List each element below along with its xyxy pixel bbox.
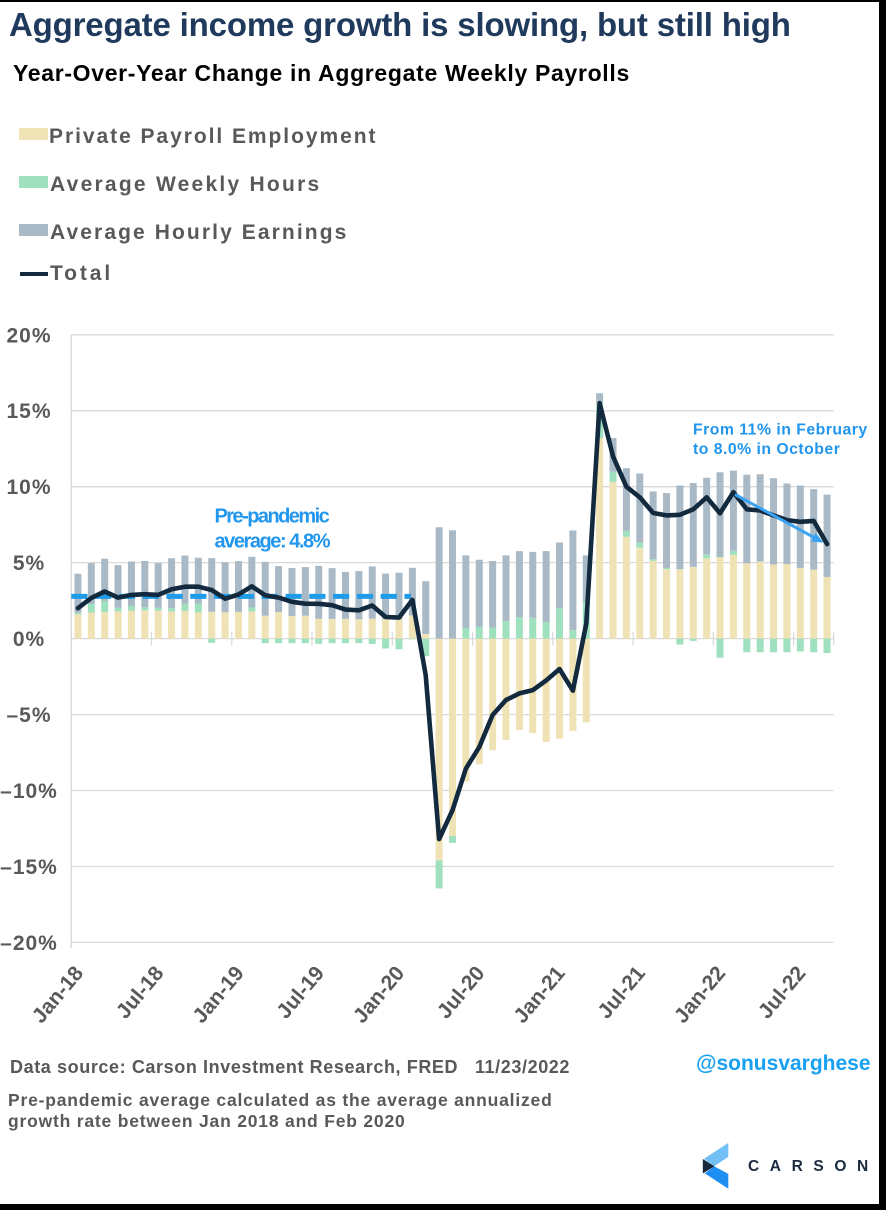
svg-text:CARSON: CARSON xyxy=(748,1158,879,1175)
svg-text:to 8.0% in October: to 8.0% in October xyxy=(693,441,840,458)
svg-text:Pre-pandemic: Pre-pandemic xyxy=(215,506,330,528)
svg-text:20%: 20% xyxy=(6,324,51,347)
svg-text:–15%: –15% xyxy=(0,856,58,879)
svg-text:From 11% in February: From 11% in February xyxy=(693,422,868,439)
svg-text:5%: 5% xyxy=(13,552,45,575)
svg-text:10%: 10% xyxy=(6,476,51,499)
svg-text:average: 4.8%: average: 4.8% xyxy=(215,531,331,553)
svg-text:15%: 15% xyxy=(6,400,51,423)
svg-text:–10%: –10% xyxy=(0,780,58,803)
svg-text:–5%: –5% xyxy=(6,704,51,727)
svg-text:–20%: –20% xyxy=(0,932,58,955)
svg-text:0%: 0% xyxy=(13,628,45,651)
